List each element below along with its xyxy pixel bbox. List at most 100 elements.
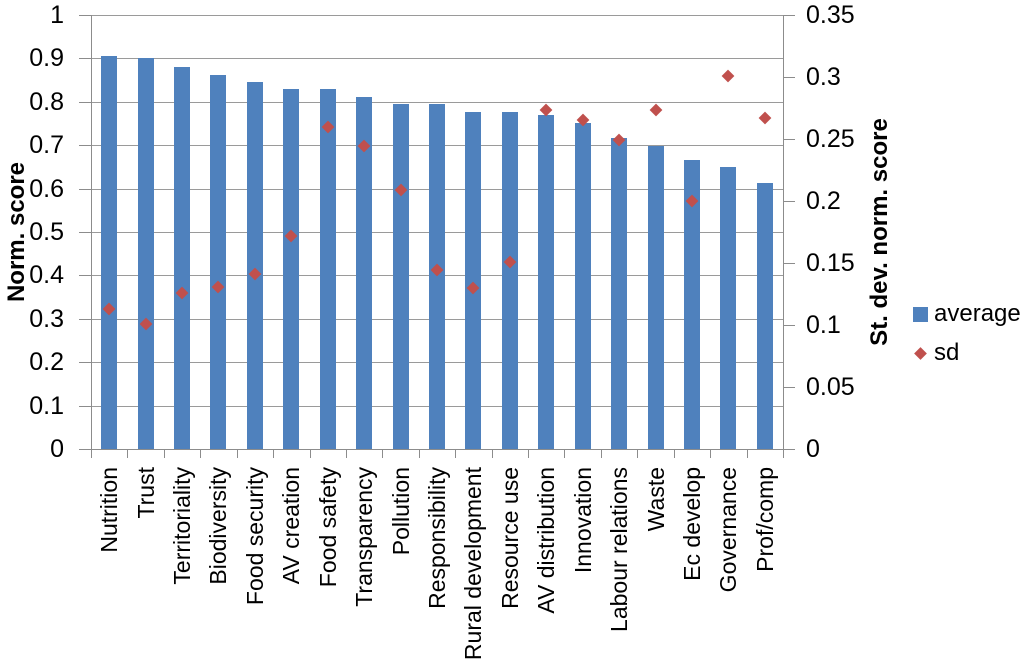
right-axis-tick-label-0.25: 0.25 — [806, 125, 855, 153]
left-axis-tick-0.9 — [79, 58, 91, 59]
legend-item-average: average — [913, 299, 1021, 329]
x-axis-tick-15 — [637, 449, 638, 458]
left-axis-tick-0.3 — [79, 319, 91, 320]
left-axis-tick-0 — [79, 449, 91, 450]
x-axis-label-prof-comp: Prof/comp — [752, 467, 778, 572]
legend-average-label: average — [934, 300, 1021, 327]
right-axis-tick-0.25 — [783, 139, 795, 140]
x-axis-tick-18 — [747, 449, 748, 458]
left-axis-tick-0.8 — [79, 102, 91, 103]
legend-average-square-marker — [913, 306, 928, 322]
left-axis-tick-0.5 — [79, 232, 91, 233]
left-axis-tick-1 — [79, 15, 91, 16]
right-axis-tick-0 — [783, 449, 795, 450]
x-axis-label-av-distribution: AV distribution — [533, 467, 559, 614]
legend-item-sd: sd — [913, 338, 1021, 368]
x-axis-label-food-safety: Food safety — [315, 467, 341, 588]
right-axis-tick-label-0.05: 0.05 — [806, 373, 855, 401]
x-axis-tick-4 — [237, 449, 238, 458]
gridline-0.8 — [91, 102, 783, 103]
left-axis-tick-label-0.4: 0.4 — [29, 261, 64, 289]
sd-marker-governance — [721, 69, 735, 83]
x-axis-tick-7 — [346, 449, 347, 458]
bar-food-security — [247, 82, 263, 449]
x-axis-label-nutrition: Nutrition — [96, 467, 122, 553]
sd-marker-prof-comp — [758, 111, 772, 125]
right-axis-tick-0.15 — [783, 263, 795, 264]
left-axis-tick-label-0: 0 — [50, 435, 64, 463]
left-axis-tick-0.2 — [79, 362, 91, 363]
right-axis-tick-0.35 — [783, 15, 795, 16]
x-axis-label-biodiversity: Biodiversity — [205, 467, 231, 585]
left-axis-tick-label-0.8: 0.8 — [29, 88, 64, 116]
bar-food-safety — [320, 89, 336, 449]
x-axis-label-ec-develop: Ec develop — [679, 467, 705, 581]
left-axis-tick-label-0.9: 0.9 — [29, 44, 64, 72]
left-axis-tick-label-0.2: 0.2 — [29, 348, 64, 376]
x-axis-tick-11 — [492, 449, 493, 458]
x-axis-label-governance: Governance — [715, 467, 741, 593]
x-axis-tick-5 — [273, 449, 274, 458]
bar-transparency — [356, 97, 372, 449]
bar-av-creation — [283, 89, 299, 449]
x-axis-tick-13 — [564, 449, 565, 458]
bar-innovation — [575, 123, 591, 449]
x-axis-label-food-security: Food security — [242, 467, 268, 606]
legend: average sd — [913, 299, 1021, 377]
bar-rural-development — [465, 112, 481, 449]
x-axis-tick-1 — [127, 449, 128, 458]
x-axis-tick-8 — [382, 449, 383, 458]
x-axis-tick-12 — [528, 449, 529, 458]
left-axis-tick-0.1 — [79, 406, 91, 407]
left-axis-tick-label-0.7: 0.7 — [29, 131, 64, 159]
right-axis-tick-label-0: 0 — [806, 435, 820, 463]
x-axis-label-pollution: Pollution — [388, 467, 414, 556]
x-axis-tick-17 — [710, 449, 711, 458]
x-axis-tick-3 — [200, 449, 201, 458]
right-axis-line — [783, 15, 784, 450]
bar-waste — [648, 146, 664, 449]
x-axis-label-territoriality: Territoriality — [169, 467, 195, 585]
x-axis-tick-0 — [91, 449, 92, 458]
x-axis-label-av-creation: AV creation — [278, 467, 304, 585]
x-axis-label-innovation: Innovation — [570, 467, 596, 574]
legend-sd-diamond-marker — [914, 346, 927, 360]
bar-nutrition — [101, 56, 117, 449]
bar-responsibility — [429, 104, 445, 449]
x-axis-tick-19 — [783, 449, 784, 458]
left-axis-tick-label-0.1: 0.1 — [29, 392, 64, 420]
gridline-0.9 — [91, 58, 783, 59]
bar-territoriality — [174, 67, 190, 449]
bar-biodiversity — [210, 75, 226, 449]
bar-pollution — [393, 104, 409, 449]
bar-resource-use — [502, 112, 518, 449]
left-axis-line — [91, 15, 92, 450]
left-axis-tick-label-0.6: 0.6 — [29, 175, 64, 203]
x-axis-label-rural-development: Rural development — [460, 467, 486, 661]
x-axis-label-transparency: Transparency — [351, 467, 377, 607]
bar-prof-comp — [757, 183, 773, 449]
left-axis-tick-label-0.3: 0.3 — [29, 305, 64, 333]
left-axis-tick-label-1: 1 — [50, 1, 64, 29]
x-axis-tick-9 — [419, 449, 420, 458]
bar-trust — [138, 58, 154, 449]
sd-marker-waste — [649, 103, 663, 117]
x-axis-label-trust: Trust — [133, 467, 159, 519]
right-axis-tick-label-0.15: 0.15 — [806, 249, 855, 277]
x-axis-label-labour-relations: Labour relations — [606, 467, 632, 632]
left-axis-tick-0.6 — [79, 189, 91, 190]
x-axis-label-waste: Waste — [643, 467, 669, 532]
left-axis-tick-0.7 — [79, 145, 91, 146]
right-axis-tick-0.1 — [783, 325, 795, 326]
left-axis-tick-label-0.5: 0.5 — [29, 218, 64, 246]
right-axis-tick-0.05 — [783, 387, 795, 388]
bottom-axis-line — [90, 449, 783, 450]
right-axis-tick-label-0.2: 0.2 — [806, 187, 841, 215]
gridline-1.0 — [91, 15, 783, 16]
right-axis-tick-label-0.1: 0.1 — [806, 311, 841, 339]
x-axis-tick-14 — [601, 449, 602, 458]
x-axis-tick-6 — [310, 449, 311, 458]
bar-labour-relations — [611, 138, 627, 449]
right-axis-tick-0.2 — [783, 201, 795, 202]
